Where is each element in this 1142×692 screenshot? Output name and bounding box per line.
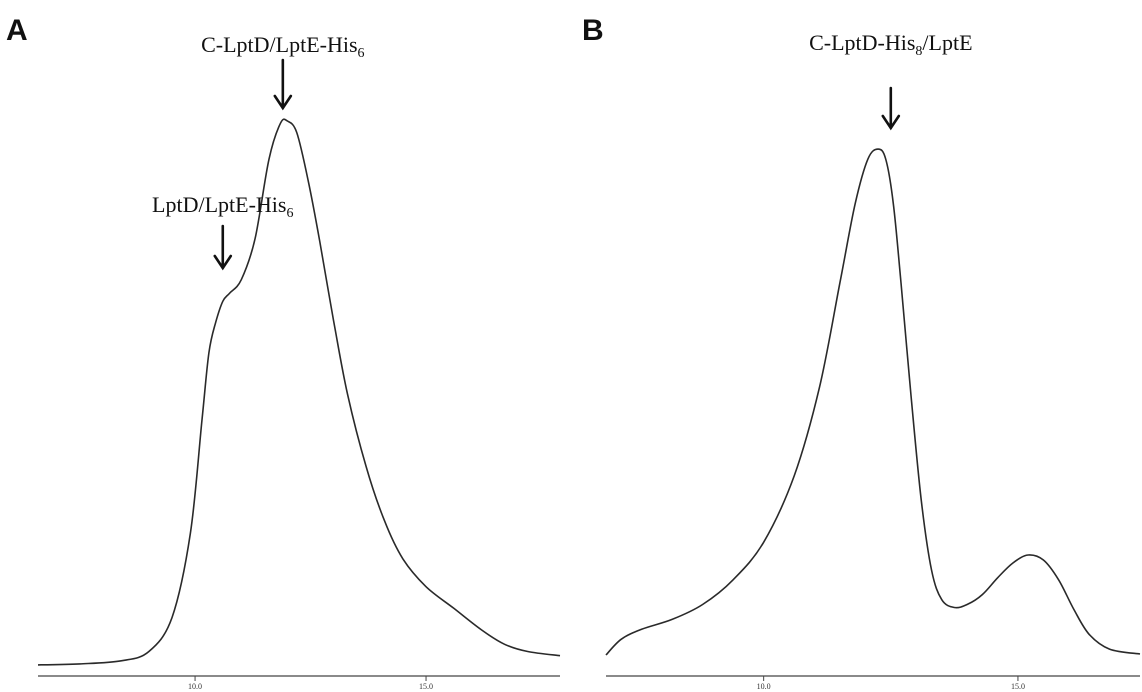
panel-a-ticks: 10.0 15.0: [188, 676, 433, 691]
peak-annotation-label: LptD/LptE-His6: [152, 192, 293, 221]
panel-b-letter: B: [582, 14, 604, 47]
peak-annotation-label: C-LptD/LptE-His6: [201, 32, 364, 61]
panel-a-trace: [37, 118, 561, 666]
panel-a-annotations: C-LptD/LptE-His6 LptD/LptE-His6: [152, 32, 365, 271]
x-tick-label: 15.0: [419, 682, 433, 691]
x-tick-label: 10.0: [757, 682, 771, 691]
peak-annotation-label: C-LptD-His8/LptE: [809, 30, 972, 59]
peak-arrow: [881, 86, 901, 131]
panel-b-ticks: 10.0 15.0: [757, 676, 1025, 691]
panel-a: A 10.0 15.0 C-LptD/LptE-His6 LptD/LptE-His…: [6, 14, 561, 691]
peak-arrow: [213, 224, 233, 271]
peak-arrow: [273, 58, 293, 111]
x-tick-label: 10.0: [188, 682, 202, 691]
panel-b-trace: [605, 148, 1141, 656]
panel-a-letter: A: [6, 14, 28, 47]
panel-b-annotations: C-LptD-His8/LptE: [809, 30, 973, 131]
x-tick-label: 15.0: [1011, 682, 1025, 691]
panel-b: B 10.0 15.0 C-LptD-His8/LptE: [582, 14, 1141, 691]
